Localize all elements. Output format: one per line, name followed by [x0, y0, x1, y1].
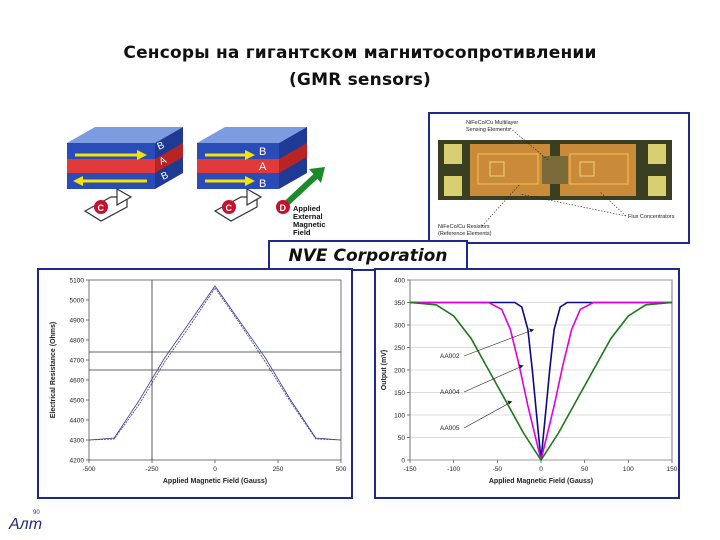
sensor-micrograph: NiFeCo/Cu Multilayer Sensing Elements Ni… [428, 112, 690, 244]
y-tick-label: 4400 [70, 418, 85, 425]
x-tick-label: -100 [447, 466, 460, 473]
y-tick-label: 100 [394, 413, 405, 420]
y-tick-label: 4500 [70, 398, 85, 405]
annotation-arrowhead [529, 328, 535, 333]
gmr-layers-diagram: B A B C B A B C D Applied External Magne… [67, 127, 326, 237]
output-chart-panel: 0 50 100 150 200 250 300 350 400 -150 -100 -50 0 50 10… [374, 268, 680, 499]
flux-concentrator-right [560, 144, 636, 196]
x-tick-label: 0 [539, 466, 543, 473]
x-axis-label: Applied Magnetic Field (Gauss) [489, 478, 593, 485]
field-label-4: Field [293, 228, 311, 237]
y-tick-label: 350 [394, 300, 405, 307]
y-tick-label: 5100 [70, 278, 85, 285]
annotation-pointer [463, 365, 524, 393]
annotation-arrowhead [518, 364, 524, 369]
x-tick-label: 150 [667, 466, 678, 473]
stack1-letter-1: B [156, 140, 167, 153]
field-label-1: Applied [293, 204, 321, 213]
x-tick-label: -250 [145, 466, 158, 473]
flux-concentrator-left [470, 144, 550, 196]
annotation-pointer [463, 329, 535, 357]
stack1-letter-3: B [160, 170, 171, 183]
y-tick-label: 4600 [70, 378, 85, 385]
stack2-letter-3: B [259, 178, 266, 190]
y-tick-label: 200 [394, 368, 405, 375]
x-axis-label: Applied Magnetic Field (Gauss) [163, 478, 267, 485]
y-tick-label: 0 [401, 458, 405, 465]
micro-label-top-1: NiFeCo/Cu Multilayer [466, 120, 518, 126]
micro-label-bottom-1: NiFeCo/Cu Resistors [438, 224, 490, 230]
y-tick-label: 4900 [70, 318, 85, 325]
stack2-letter-1: B [259, 146, 266, 158]
annotation-pointer [463, 401, 513, 429]
x-tick-label: 250 [273, 466, 284, 473]
y-tick-label: 4700 [70, 358, 85, 365]
field-label-2: External [293, 212, 323, 221]
marker-d-icon [276, 200, 290, 214]
marker-c-icon [94, 200, 108, 214]
series-annotation-aa002: AA002 [440, 353, 460, 360]
x-tick-label: 50 [581, 466, 589, 473]
y-tick-label: 4200 [70, 458, 85, 465]
logo-sup: 90 [33, 510, 40, 516]
company-label: NVE Corporation [268, 240, 468, 271]
title-line-2: (GMR sensors) [288, 70, 432, 90]
y-tick-label: 4800 [70, 338, 85, 345]
y-axis-label: Electrical Resistance (Ohms) [50, 322, 57, 419]
series-line-3 [409, 301, 673, 462]
micro-label-right: Flux Concentrators [628, 214, 675, 220]
slide-title: Сенсоры на гигантском магнитосопротивлен… [0, 40, 720, 94]
y-tick-label: 150 [394, 390, 405, 397]
x-tick-label: 100 [623, 466, 634, 473]
output-chart: 0 50 100 150 200 250 300 350 400 -150 -100 -50 0 50 10… [381, 278, 678, 486]
x-tick-label: 0 [213, 466, 217, 473]
x-tick-label: -50 [493, 466, 503, 473]
y-tick-label: 250 [394, 345, 405, 352]
y-tick-label: 300 [394, 323, 405, 330]
y-tick-label: 400 [394, 278, 405, 285]
marker-d-label: D [280, 203, 287, 213]
y-tick-label: 4300 [70, 438, 85, 445]
layer-stack-1: B A B C [67, 127, 183, 222]
micro-label-top-2: Sensing Elements [466, 127, 511, 133]
series-line-1 [88, 285, 342, 441]
title-line-1: Сенсоры на гигантском магнитосопротивлен… [123, 43, 597, 63]
logo-text: Aлт [8, 516, 42, 533]
y-tick-label: 5000 [70, 298, 85, 305]
y-axis-label: Output (mV) [381, 350, 388, 390]
micro-label-bottom-2: (Reference Elements) [438, 231, 492, 237]
series-annotation-aa004: AA004 [440, 389, 460, 396]
institute-logo: Aлт 90 [8, 510, 42, 533]
field-arrow-icon [284, 172, 320, 206]
y-tick-label: 50 [398, 435, 406, 442]
series-annotation-aa005: AA005 [440, 425, 460, 432]
stack1-letter-2: A [158, 155, 169, 168]
layer-stack-2: B A B C D Applied External Magnetic Fiel… [197, 127, 326, 237]
marker-c-label: C [98, 203, 105, 213]
stack2-letter-2: A [259, 161, 267, 173]
x-tick-label: 500 [336, 466, 347, 473]
marker-c2-icon [222, 200, 236, 214]
annotation-arrowhead [507, 400, 513, 405]
x-tick-label: -150 [403, 466, 416, 473]
series-line-2 [88, 287, 342, 441]
field-label-3: Magnetic [293, 220, 326, 229]
resistance-chart: 4200430044004500460047004800490050005100… [50, 278, 347, 486]
marker-c2-label: C [226, 203, 233, 213]
x-tick-label: -500 [82, 466, 95, 473]
resistance-chart-panel: 4200 4300 4400 4500 4600 4700 4800 4900 5000 5100… [37, 268, 353, 499]
